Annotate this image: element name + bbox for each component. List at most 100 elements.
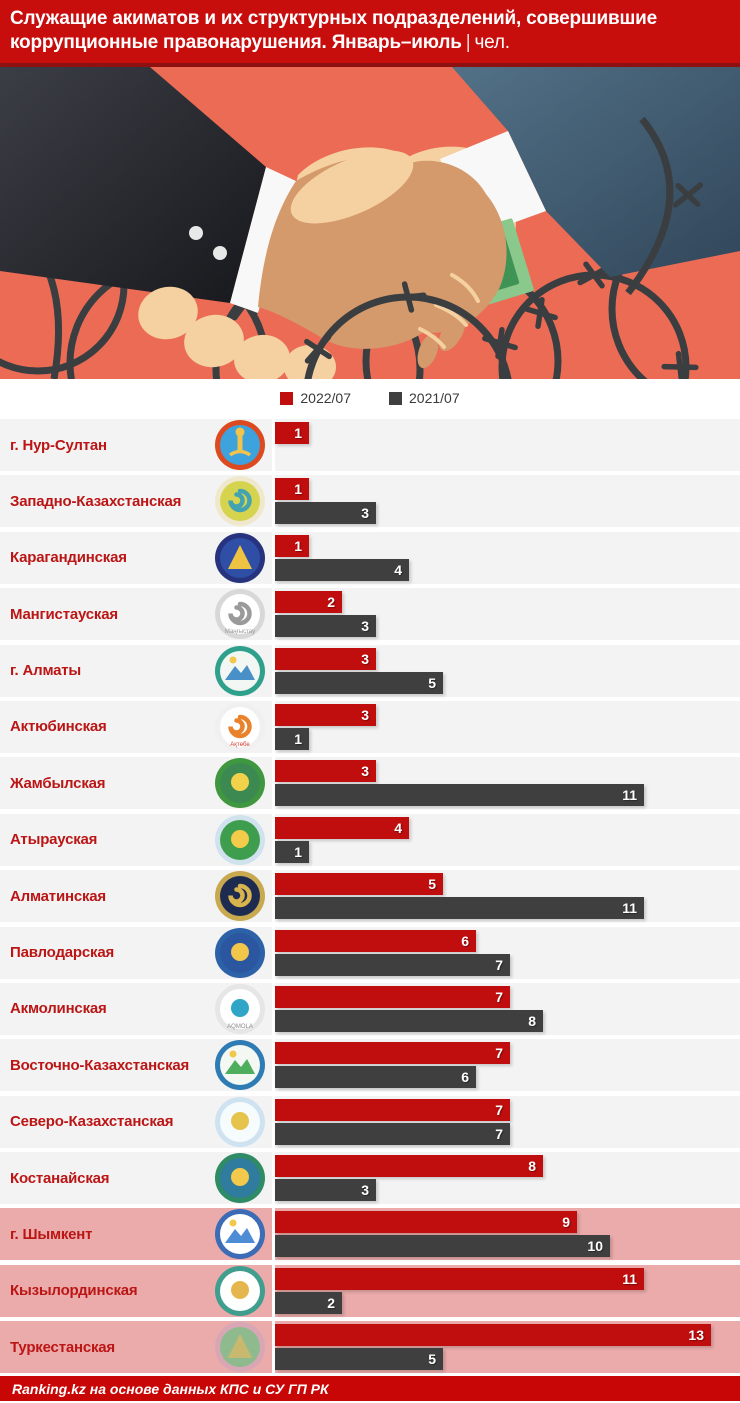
column-divider	[272, 813, 275, 866]
region-label: Павлодарская	[10, 944, 115, 962]
bar-value: 6	[461, 1069, 469, 1086]
bar-y2021-mangystau: 3	[275, 615, 376, 638]
column-divider	[272, 1208, 275, 1261]
emblem-pavlodar	[214, 927, 266, 979]
bar-value: 7	[495, 956, 503, 973]
bar-value: 1	[294, 537, 302, 554]
emblem-atyrau	[214, 814, 266, 866]
region-cell: Северо-Казахстанская	[0, 1095, 272, 1148]
svg-text:Маңғыстау: Маңғыстау	[225, 629, 255, 635]
column-divider	[272, 475, 275, 528]
bar-value: 5	[428, 674, 436, 691]
column-divider	[272, 870, 275, 923]
bar-y2021-kostanay: 3	[275, 1179, 376, 1202]
region-label: Актюбинская	[10, 718, 107, 736]
region-label: Атырауская	[10, 831, 98, 849]
bar-value: 8	[528, 1158, 536, 1175]
bar-y2022-mangystau: 2	[275, 591, 342, 614]
bar-value: 7	[495, 988, 503, 1005]
left-cuff	[230, 167, 296, 313]
region-label: г. Алматы	[10, 662, 82, 680]
bar-value: 3	[361, 1182, 369, 1199]
column-divider	[272, 1321, 275, 1374]
column-divider	[272, 531, 275, 584]
column-divider	[272, 644, 275, 697]
legend-label-2022: 2022/07	[300, 390, 351, 406]
region-cell: Акмолинская AQMOLA	[0, 982, 272, 1035]
region-cell: г. Шымкент	[0, 1208, 272, 1261]
emblem-almaty-city	[214, 645, 266, 697]
column-divider	[272, 1152, 275, 1205]
bar-y2022-karaganda: 1	[275, 534, 309, 557]
bar-y2021-sko: 7	[275, 1122, 510, 1145]
table-row: Акмолинская AQMOLA 7 8	[0, 982, 740, 1035]
region-label: Костанайская	[10, 1169, 110, 1187]
sleeve-button	[189, 226, 203, 240]
bar-value: 7	[495, 1125, 503, 1142]
bar-y2022-zhambyl: 3	[275, 760, 376, 783]
source-note: Ranking.kz на основе данных КПС и СУ ГП …	[12, 1380, 329, 1397]
light-thumb	[290, 150, 414, 224]
legend-swatch-2021	[389, 391, 402, 405]
emblem-vko	[214, 1039, 266, 1091]
bar-value: 13	[688, 1327, 704, 1344]
bars-cell: 13 5	[275, 1321, 740, 1374]
footer-band: Ranking.kz на основе данных КПС и СУ ГП …	[0, 1376, 740, 1402]
bar-value: 3	[361, 650, 369, 667]
region-cell: Кызылординская	[0, 1264, 272, 1317]
bar-y2022-turkestan: 13	[275, 1324, 711, 1347]
emblem-almaty-region	[214, 870, 266, 922]
region-label: Туркестанская	[10, 1338, 115, 1356]
region-cell: Восточно-Казахстанская	[0, 1039, 272, 1092]
emblem-nur-sultan	[214, 419, 266, 471]
bar-value: 3	[361, 763, 369, 780]
region-cell: Жамбылская	[0, 757, 272, 810]
bar-y2022-kostanay: 8	[275, 1155, 543, 1178]
page-title-line2: коррупционные правонарушения. Январь–июл…	[10, 32, 510, 53]
emblem-zko	[214, 475, 266, 527]
table-row: г. Шымкент 9 10	[0, 1208, 740, 1261]
bar-value: 5	[428, 876, 436, 893]
bar-y2021-kyzylorda: 2	[275, 1291, 342, 1314]
bar-value: 7	[495, 1101, 503, 1118]
bar-y2022-sko: 7	[275, 1098, 510, 1121]
emblem-kyzylorda	[214, 1265, 266, 1317]
table-row: Западно-Казахстанская 1 3	[0, 475, 740, 528]
emblem-sko	[214, 1096, 266, 1148]
bar-value: 11	[622, 1270, 637, 1287]
bar-y2021-zko: 3	[275, 502, 376, 525]
bar-y2021-almaty-city: 5	[275, 671, 443, 694]
bar-y2021-atyrau: 1	[275, 840, 309, 863]
title-unit: чел.	[474, 32, 510, 53]
column-divider	[272, 419, 275, 471]
bribe-handshake-illustration	[0, 67, 740, 379]
bar-value: 10	[587, 1238, 603, 1255]
bar-value: 1	[294, 843, 302, 860]
table-row: Карагандинская 1 4	[0, 531, 740, 584]
legend-swatch-2022	[280, 391, 294, 405]
table-row: Жамбылская 3 11	[0, 757, 740, 810]
region-label: Карагандинская	[10, 549, 127, 567]
column-divider	[272, 926, 275, 979]
table-row: Павлодарская 6 7	[0, 926, 740, 979]
table-row: Кызылординская 11 2	[0, 1264, 740, 1317]
region-label: Северо-Казахстанская	[10, 1113, 174, 1131]
bars-cell: 9 10	[275, 1208, 740, 1261]
bars-cell: 5 11	[275, 870, 740, 923]
emblem-kostanay	[214, 1152, 266, 1204]
bar-y2022-zko: 1	[275, 478, 309, 501]
bar-value: 6	[461, 932, 469, 949]
emblem-aktobe: Ақтөбе	[214, 701, 266, 753]
bar-value: 9	[562, 1214, 570, 1231]
svg-text:AQMOLA: AQMOLA	[227, 1024, 253, 1030]
emblem-turkestan	[214, 1321, 266, 1373]
bar-value: 7	[495, 1045, 503, 1062]
bar-y2022-shymkent: 9	[275, 1211, 577, 1234]
region-cell: Костанайская	[0, 1152, 272, 1205]
